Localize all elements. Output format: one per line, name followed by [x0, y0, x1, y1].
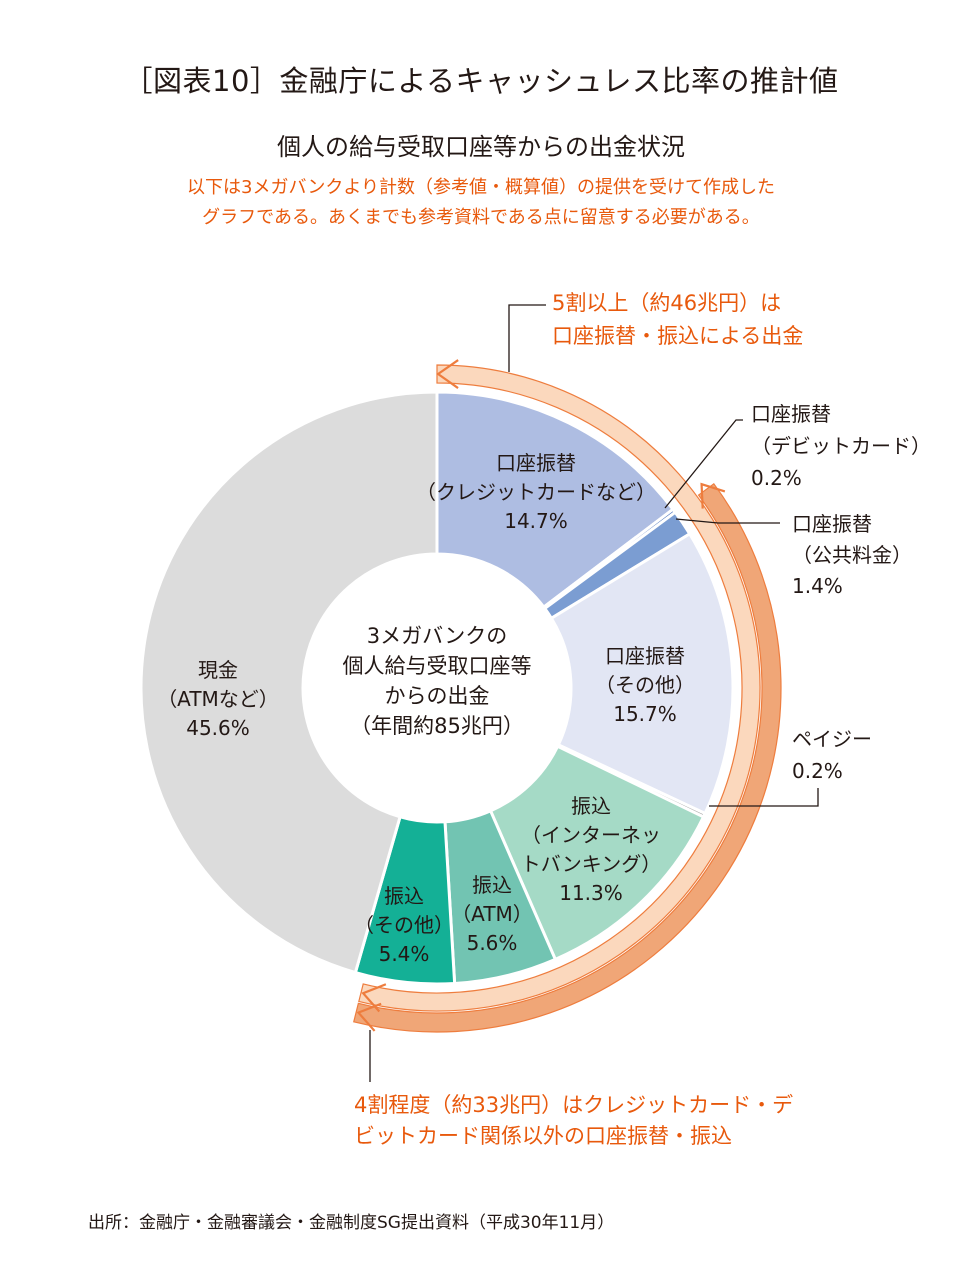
center-label-line: からの出金	[385, 684, 490, 708]
center-label-line: （年間約85兆円）	[350, 714, 524, 738]
annotation-1-text-line: 口座振替・振込による出金	[552, 324, 803, 348]
slice-label-9-line: 45.6%	[186, 716, 250, 740]
slice-label-7-line: 5.6%	[467, 931, 518, 955]
slice-label-9-line: 現金	[198, 658, 238, 682]
slice-label-1-line: 14.7%	[504, 509, 568, 533]
slice-label-8-line: （その他）	[354, 913, 454, 937]
note-line-1: 以下は3メガバンクより計数（参考値・概算値）の提供を受けて作成した	[187, 177, 775, 198]
label-utilities: 口座振替 （公共料金） 1.4%	[792, 512, 912, 598]
label-utilities-line: 1.4%	[792, 574, 843, 598]
slice-label-4: 口座振替 （その他） 15.7%	[595, 644, 695, 726]
leader-utilities	[675, 518, 780, 524]
annotation-1-text: 5割以上（約46兆円）は口座振替・振込による出金	[552, 291, 803, 348]
leader-debit	[664, 419, 743, 509]
center-label-line: 3メガバンクの	[367, 624, 507, 648]
slice-label-8-line: 振込	[384, 884, 424, 908]
label-debit-line: 0.2%	[751, 466, 802, 490]
leader-payeasy	[709, 788, 819, 807]
annotation-2-text-line: ビットカード関係以外の口座振替・振込	[354, 1124, 732, 1148]
bracket-ring-1	[358, 364, 761, 1012]
label-payeasy: ペイジー 0.2%	[792, 727, 872, 783]
annotation-2-text: 4割程度（約33兆円）はクレジットカード・デビットカード関係以外の口座振替・振込	[354, 1093, 793, 1148]
chart-title: ［図表10］金融庁によるキャッシュレス比率の推計値	[123, 64, 839, 98]
label-debit-line: 口座振替	[751, 402, 831, 426]
annotation-1-text-line: 5割以上（約46兆円）は	[552, 291, 781, 315]
bracket-arrow-2-end	[356, 1002, 382, 1032]
slice-label-6-line: トバンキング）	[521, 852, 661, 876]
bracket-arrow-2-start	[700, 482, 726, 509]
label-debit: 口座振替 （デビットカード） 0.2%	[751, 402, 931, 490]
slice-label-7-line: （ATM）	[451, 902, 533, 926]
slice-label-6-line: （インターネッ	[521, 823, 661, 847]
slice-label-1: 口座振替 （クレジットカードなど） 14.7%	[416, 451, 656, 533]
slice-label-4-line: 口座振替	[605, 644, 685, 668]
slice-label-4-line: 15.7%	[613, 702, 677, 726]
label-utilities-line: （公共料金）	[792, 543, 912, 567]
label-payeasy-line: 0.2%	[792, 759, 843, 783]
chart-subtitle: 個人の給与受取口座等からの出金状況	[277, 133, 685, 161]
slice-label-8-line: 5.4%	[379, 942, 430, 966]
bracket-arrow-1-start	[436, 359, 459, 389]
note-line-2: グラフである。あくまでも参考資料である点に留意する必要がある。	[202, 207, 760, 228]
slice-9	[139, 390, 439, 975]
slice-label-1-line: 口座振替	[496, 451, 576, 475]
slice-6	[489, 744, 705, 961]
slice-label-8: 振込 （その他） 5.4%	[354, 884, 454, 966]
slice-label-7-line: 振込	[472, 873, 512, 897]
source-note: 出所：金融庁・金融審議会・金融制度SG提出資料（平成30年11月）	[88, 1213, 615, 1233]
center-label-line: 個人給与受取口座等	[343, 654, 532, 678]
slice-label-7: 振込 （ATM） 5.6%	[451, 873, 533, 955]
slice-label-6-line: 11.3%	[559, 881, 623, 905]
slice-label-6-line: 振込	[571, 794, 611, 818]
slice-label-6: 振込 （インターネットバンキング） 11.3%	[521, 794, 661, 905]
slice-4	[549, 532, 735, 815]
annotation-2-text-line: 4割程度（約33兆円）はクレジットカード・デ	[354, 1093, 793, 1117]
slice-label-1-line: （クレジットカードなど）	[416, 480, 656, 504]
center-label: 3メガバンクの個人給与受取口座等からの出金 （年間約85兆円）	[343, 624, 532, 738]
slice-label-9-line: （ATMなど）	[157, 687, 279, 711]
annotation-1-leader	[508, 304, 546, 372]
label-payeasy-line: ペイジー	[792, 727, 872, 751]
slice-label-4-line: （その他）	[595, 673, 695, 697]
label-utilities-line: 口座振替	[792, 512, 872, 536]
label-debit-line: （デビットカード）	[751, 434, 931, 458]
slice-label-9: 現金 （ATMなど） 45.6%	[157, 658, 279, 740]
bracket-ring-2	[353, 482, 782, 1033]
